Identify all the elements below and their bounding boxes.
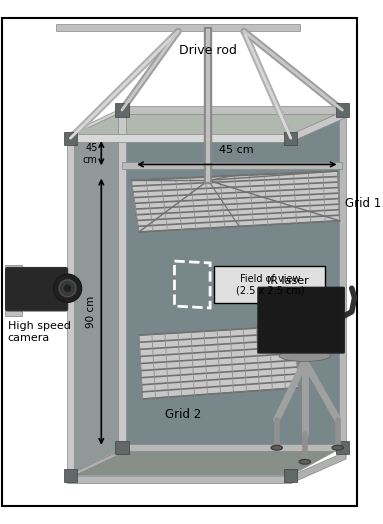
Polygon shape: [67, 135, 74, 479]
Polygon shape: [291, 452, 346, 483]
Text: IR laser: IR laser: [267, 276, 309, 287]
Bar: [9, 283, 77, 297]
Bar: [64, 470, 77, 483]
Bar: [115, 441, 129, 454]
Text: Grid 1: Grid 1: [345, 198, 381, 210]
Polygon shape: [291, 110, 346, 142]
Polygon shape: [118, 444, 346, 452]
Polygon shape: [118, 106, 346, 114]
Polygon shape: [139, 326, 298, 399]
Polygon shape: [122, 110, 342, 447]
Bar: [5, 265, 21, 316]
Bar: [64, 132, 77, 145]
Text: High speed
camera: High speed camera: [8, 321, 70, 343]
Bar: [336, 441, 349, 454]
Text: Field of view
(2.5 x 2.5 cm): Field of view (2.5 x 2.5 cm): [236, 274, 304, 296]
Text: Grid 2: Grid 2: [165, 408, 201, 421]
Polygon shape: [70, 110, 122, 476]
Bar: [284, 132, 297, 145]
FancyBboxPatch shape: [214, 266, 326, 303]
FancyBboxPatch shape: [258, 287, 344, 353]
Polygon shape: [67, 110, 126, 135]
Circle shape: [54, 274, 82, 302]
Circle shape: [64, 285, 71, 292]
Polygon shape: [122, 161, 342, 169]
Bar: [336, 103, 349, 117]
Bar: [115, 103, 129, 117]
FancyBboxPatch shape: [6, 268, 67, 311]
Polygon shape: [67, 476, 291, 483]
Text: 45 cm: 45 cm: [219, 145, 254, 155]
Polygon shape: [67, 135, 291, 142]
Text: 45
cm: 45 cm: [83, 144, 98, 165]
Text: Drive rod: Drive rod: [179, 45, 237, 58]
Ellipse shape: [271, 445, 282, 450]
Polygon shape: [67, 452, 126, 476]
Ellipse shape: [279, 350, 331, 362]
Polygon shape: [70, 447, 342, 476]
Polygon shape: [339, 107, 346, 451]
Ellipse shape: [299, 460, 311, 464]
Circle shape: [59, 280, 76, 297]
Bar: [56, 24, 300, 31]
Ellipse shape: [332, 445, 343, 450]
Polygon shape: [70, 110, 342, 138]
Text: 90 cm: 90 cm: [86, 296, 96, 328]
Polygon shape: [131, 171, 340, 232]
Polygon shape: [118, 107, 126, 451]
Bar: [284, 470, 297, 483]
